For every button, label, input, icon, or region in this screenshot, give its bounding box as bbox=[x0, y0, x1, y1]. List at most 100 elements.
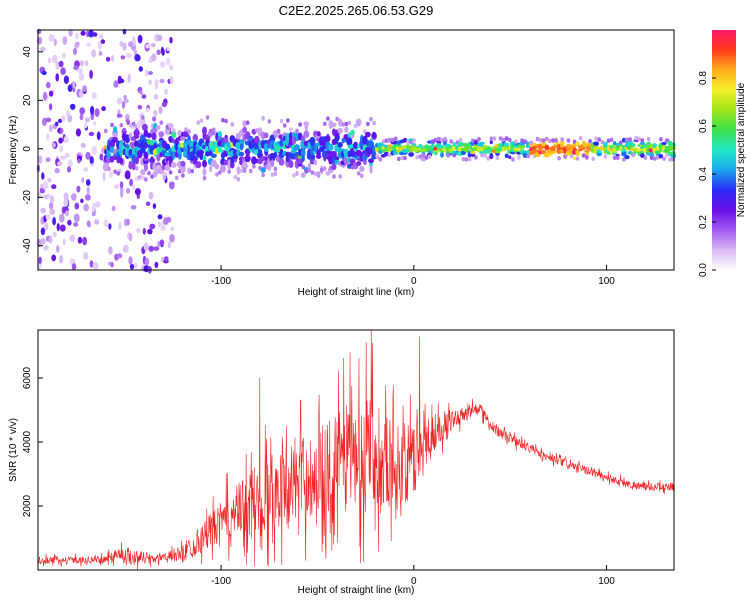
heatmap-cell bbox=[517, 155, 521, 160]
heatmap-cell bbox=[615, 142, 620, 146]
heatmap-cell bbox=[331, 163, 337, 171]
heatmap-cell bbox=[40, 207, 46, 214]
heatmap-cell bbox=[157, 240, 161, 248]
heatmap-cell bbox=[356, 161, 362, 166]
heatmap-cell bbox=[612, 148, 617, 154]
heatmap-cell bbox=[148, 245, 154, 252]
heatmap-cell bbox=[430, 139, 435, 144]
heatmap-cell bbox=[45, 117, 52, 123]
heatmap-cell bbox=[369, 165, 373, 174]
heatmap-cell bbox=[363, 129, 367, 134]
heatmap-cell bbox=[461, 157, 466, 162]
heatmap-cell bbox=[594, 136, 598, 141]
heatmap-cell bbox=[375, 153, 380, 159]
heatmap-cell bbox=[100, 39, 106, 44]
heatmap-cell bbox=[316, 173, 321, 178]
heatmap-cell bbox=[86, 220, 91, 227]
heatmap-cell bbox=[78, 90, 84, 98]
heatmap-cell bbox=[474, 140, 478, 145]
heatmap-cell bbox=[239, 143, 244, 151]
heatmap-cell bbox=[110, 122, 114, 128]
heatmap-cell bbox=[582, 146, 586, 151]
heatmap-cell bbox=[331, 122, 337, 128]
heatmap-cell bbox=[72, 87, 76, 93]
heatmap-cell bbox=[145, 201, 151, 206]
heatmap-cell bbox=[492, 136, 497, 141]
heatmap-cell bbox=[149, 223, 156, 230]
heatmap-cell bbox=[48, 103, 53, 111]
heatmap-cell bbox=[670, 151, 676, 156]
heatmap-cell bbox=[169, 64, 174, 71]
heatmap-cell bbox=[403, 155, 407, 161]
heatmap-cell bbox=[254, 135, 260, 144]
spectrogram-x-ticks: -100 0 100 bbox=[211, 265, 615, 287]
heatmap-cell bbox=[119, 78, 125, 84]
heatmap-cell bbox=[372, 131, 377, 139]
heatmap-cell bbox=[159, 78, 165, 84]
spectrogram-frame bbox=[37, 29, 675, 271]
heatmap-cell bbox=[91, 92, 97, 99]
heatmap-cell bbox=[245, 150, 250, 159]
heatmap-cell bbox=[544, 145, 549, 151]
heatmap-cell bbox=[128, 122, 133, 128]
heatmap-cell bbox=[43, 91, 48, 101]
heatmap-cell bbox=[101, 106, 106, 112]
heatmap-cell bbox=[138, 66, 143, 72]
heatmap-cell bbox=[71, 263, 77, 270]
heatmap-cell bbox=[165, 216, 172, 223]
heatmap-cell bbox=[612, 141, 617, 146]
heatmap-cell bbox=[359, 165, 365, 172]
heatmap-cell bbox=[74, 202, 80, 210]
heatmap-cell bbox=[221, 118, 225, 123]
heatmap-cell bbox=[103, 164, 109, 171]
heatmap-cell bbox=[159, 120, 164, 125]
heatmap-cell bbox=[584, 151, 590, 156]
heatmap-cell bbox=[92, 202, 96, 212]
heatmap-cell bbox=[107, 166, 111, 172]
heatmap-cell bbox=[603, 154, 608, 159]
heatmap-cell bbox=[46, 133, 50, 142]
heatmap-cell bbox=[569, 144, 574, 149]
heatmap-cell bbox=[48, 34, 55, 42]
heatmap-cell bbox=[652, 156, 657, 161]
snr-x-ticks: -100 0 100 bbox=[211, 565, 615, 587]
heatmap-cell bbox=[365, 131, 371, 138]
heatmap-cell bbox=[85, 151, 91, 160]
heatmap-cell bbox=[489, 153, 493, 158]
heatmap-cell bbox=[210, 153, 217, 159]
heatmap-cell bbox=[381, 139, 386, 144]
heatmap-cell bbox=[452, 142, 457, 147]
heatmap-cell bbox=[338, 174, 343, 179]
heatmap-cell bbox=[63, 136, 69, 144]
heatmap-cell bbox=[96, 131, 101, 141]
y-tick-label: 6000 bbox=[22, 366, 33, 389]
heatmap-cell bbox=[596, 149, 602, 154]
heatmap-cell bbox=[434, 151, 438, 156]
heatmap-cell bbox=[332, 174, 336, 179]
heatmap-cell bbox=[369, 116, 373, 122]
heatmap-cell bbox=[640, 138, 645, 143]
spectrogram-y-ticks: -40 -20 0 20 40 bbox=[22, 46, 43, 253]
heatmap-cell bbox=[145, 44, 151, 49]
heatmap-cell bbox=[326, 116, 330, 121]
heatmap-cell bbox=[343, 150, 349, 158]
heatmap-cell bbox=[127, 73, 131, 83]
heatmap-cell bbox=[72, 80, 76, 89]
heatmap-cell bbox=[573, 156, 577, 160]
heatmap-cell bbox=[59, 213, 65, 223]
heatmap-cell bbox=[89, 260, 94, 268]
heatmap-cell bbox=[479, 141, 485, 145]
heatmap-cell bbox=[214, 163, 220, 170]
heatmap-cell bbox=[553, 141, 559, 146]
heatmap-cell bbox=[648, 152, 655, 157]
heatmap-cell bbox=[659, 137, 663, 142]
heatmap-cell bbox=[649, 155, 654, 160]
heatmap-cell bbox=[504, 153, 509, 159]
heatmap-cell bbox=[550, 150, 556, 155]
heatmap-cell bbox=[168, 155, 174, 163]
heatmap-cell bbox=[292, 132, 296, 138]
heatmap-cell bbox=[152, 110, 158, 115]
heatmap-cell bbox=[412, 138, 417, 143]
heatmap-cell bbox=[267, 161, 272, 168]
heatmap-cell bbox=[331, 138, 337, 146]
